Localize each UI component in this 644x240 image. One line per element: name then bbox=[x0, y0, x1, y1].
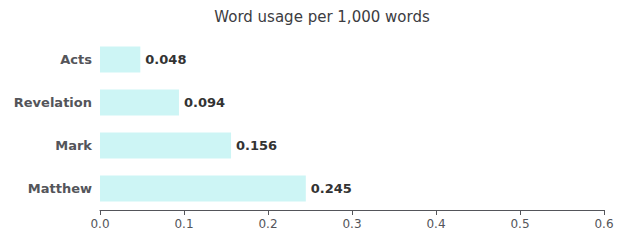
svg-text:0.048: 0.048 bbox=[145, 52, 186, 67]
svg-text:0.4: 0.4 bbox=[426, 217, 445, 231]
svg-text:0.245: 0.245 bbox=[311, 181, 352, 196]
svg-text:0.0: 0.0 bbox=[90, 217, 109, 231]
svg-text:0.2: 0.2 bbox=[258, 217, 277, 231]
svg-text:Matthew: Matthew bbox=[28, 181, 92, 196]
svg-text:0.094: 0.094 bbox=[184, 95, 225, 110]
svg-text:0.156: 0.156 bbox=[236, 138, 277, 153]
svg-text:Word usage per 1,000 words: Word usage per 1,000 words bbox=[214, 8, 430, 26]
svg-text:Mark: Mark bbox=[55, 138, 92, 153]
svg-text:0.3: 0.3 bbox=[342, 217, 361, 231]
svg-text:0.6: 0.6 bbox=[594, 217, 613, 231]
svg-text:Revelation: Revelation bbox=[14, 95, 92, 110]
svg-text:0.1: 0.1 bbox=[174, 217, 193, 231]
svg-text:Acts: Acts bbox=[60, 52, 92, 67]
svg-text:0.5: 0.5 bbox=[510, 217, 529, 231]
